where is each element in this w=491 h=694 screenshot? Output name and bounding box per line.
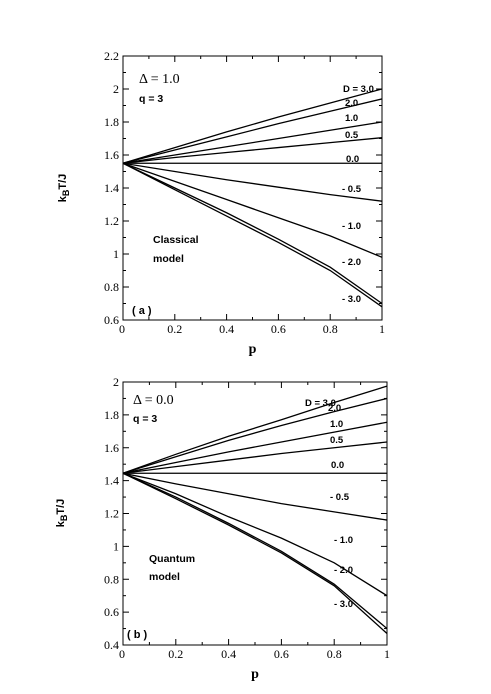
series-line-d-20neg <box>122 472 388 630</box>
model-annotation-line2-b: model <box>149 571 180 583</box>
y-tick-label-a: 0.6 <box>104 313 119 327</box>
series-line-d-20pos <box>122 397 388 474</box>
x-tick-label-b: 0.8 <box>327 647 342 661</box>
series-label-d-20neg: - 2.0 <box>342 257 361 268</box>
y-axis-title-a: kBT/J <box>57 174 71 203</box>
y-tick-label-a: 0.8 <box>104 280 119 294</box>
series-label-d-30neg: - 3.0 <box>334 599 353 610</box>
panel-tag-b: ( b ) <box>127 629 147 641</box>
series-line-d-10neg <box>122 472 388 597</box>
series-line-d-05pos <box>122 137 383 164</box>
y-tick-label-b: 1.8 <box>104 408 119 422</box>
series-line-d-20pos <box>122 98 383 164</box>
series-label-d-10neg: - 1.0 <box>334 535 353 546</box>
series-line-d-30pos <box>122 385 388 474</box>
q-annotation-a: q = 3 <box>139 93 163 105</box>
series-label-d-20neg: - 2.0 <box>334 565 353 576</box>
x-tick-label-a: 1 <box>379 322 385 336</box>
y-tick-label-b: 1.4 <box>104 474 119 488</box>
y-tick-label-a: 1.8 <box>104 115 119 129</box>
series-line-d-05neg <box>122 162 383 202</box>
model-annotation-line1-a: Classical <box>153 234 199 246</box>
q-annotation-b: q = 3 <box>133 413 157 425</box>
chart-panel-b: 0 0.2 0.4 0.6 0.8 1 0.4 0.6 0.8 1 1.2 1.4 1.6 1.8 2 p kB… <box>55 375 390 682</box>
delta-annotation-a: Δ = 1.0 <box>139 72 180 87</box>
series-line-d-10neg <box>122 162 383 258</box>
model-annotation-line2-a: model <box>153 253 184 265</box>
series-label-d-30pos: D = 3.0 <box>305 398 336 409</box>
y-tick-label-a: 2.2 <box>104 49 119 63</box>
y-tick-label-a: 2 <box>113 82 119 96</box>
y-tick-label-b: 2 <box>113 375 119 389</box>
series-line-d-10pos <box>122 421 388 474</box>
y-axis-title-b: kBT/J <box>55 499 69 528</box>
series-label-d-30pos: D = 3.0 <box>343 84 374 95</box>
series-label-d-05pos: 0.5 <box>330 435 344 446</box>
series-line-d-05neg <box>122 472 388 521</box>
y-tick-label-b: 1 <box>113 539 119 553</box>
x-tick-label-b: 0.6 <box>274 647 289 661</box>
delta-annotation-b: Δ = 0.0 <box>133 393 174 408</box>
chart-panel-a: 0 0.2 0.4 0.6 0.8 1 0.6 0.8 1 1.2 1.4 1.6 1.8 2 2.2 p kB… <box>57 49 385 357</box>
x-axis-title-b: p <box>251 667 259 682</box>
series-label-d-05neg: - 0.5 <box>342 184 362 195</box>
y-tick-label-b: 1.6 <box>104 441 119 455</box>
x-tick-label-a: 0.2 <box>167 322 182 336</box>
x-tick-label-a: 0.4 <box>219 322 234 336</box>
x-axis-title-a: p <box>249 342 257 357</box>
y-tick-label-a: 1.6 <box>104 148 119 162</box>
series-line-d-20neg <box>122 162 383 305</box>
series-line-d-30neg <box>122 162 383 308</box>
x-tick-label-a: 0.6 <box>271 322 286 336</box>
x-tick-label-b: 0.2 <box>168 647 183 661</box>
x-tick-label-a: 0 <box>119 322 125 336</box>
series-line-d-30pos <box>122 88 383 164</box>
y-tick-label-a: 1.2 <box>104 214 119 228</box>
series-line-d-05pos <box>122 441 388 474</box>
x-tick-label-b: 0 <box>119 647 125 661</box>
y-tick-label-b: 1.2 <box>104 507 119 521</box>
x-tick-label-b: 0.4 <box>221 647 236 661</box>
series-label-d-20pos: 2.0 <box>328 403 341 414</box>
series-label-d-30neg: - 3.0 <box>342 294 361 305</box>
y-tick-label-a: 1 <box>113 247 119 261</box>
series-label-d-00pos: 0.0 <box>331 460 344 471</box>
x-tick-label-b: 1 <box>384 647 390 661</box>
x-tick-label-a: 0.8 <box>323 322 338 336</box>
series-line-d-10pos <box>122 121 383 164</box>
series-label-d-05neg: - 0.5 <box>330 492 350 503</box>
series-label-d-10pos: 1.0 <box>345 113 358 124</box>
y-tick-label-a: 1.4 <box>104 181 119 195</box>
series-label-d-05pos: 0.5 <box>345 130 359 141</box>
series-label-d-10pos: 1.0 <box>330 419 343 430</box>
y-tick-label-b: 0.8 <box>104 572 119 586</box>
series-label-d-10neg: - 1.0 <box>342 221 361 232</box>
model-annotation-line1-b: Quantum <box>149 553 195 565</box>
y-tick-label-b: 0.4 <box>104 638 119 652</box>
panel-tag-a: ( a ) <box>132 305 152 317</box>
y-tick-label-b: 0.6 <box>104 605 119 619</box>
series-line-d-30neg <box>122 472 388 634</box>
series-label-d-20pos: 2.0 <box>345 98 358 109</box>
series-label-d-00pos: 0.0 <box>346 154 359 165</box>
